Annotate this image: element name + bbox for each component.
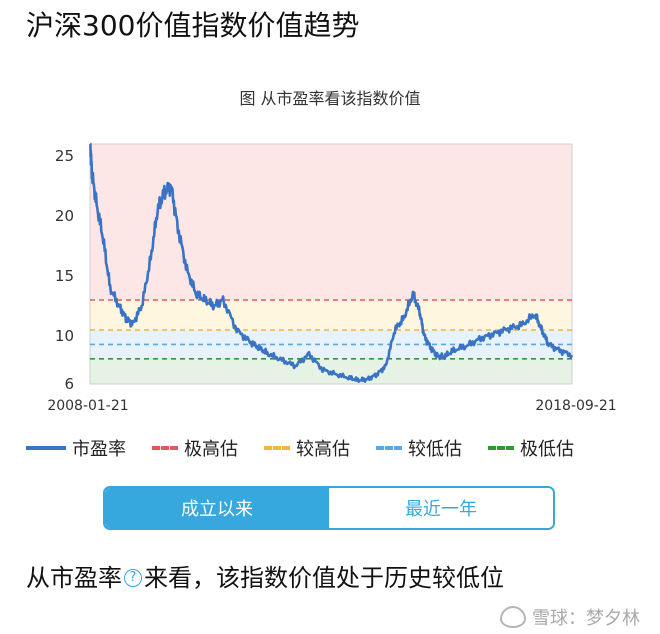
- legend-swatch: [488, 446, 514, 450]
- y-tick-label: 25: [55, 147, 74, 165]
- legend-label: 极高估: [184, 439, 238, 460]
- legend-label: 较低估: [408, 439, 462, 460]
- chart-legend: 市盈率 极高估 较高估 较低估 极低估: [26, 433, 600, 463]
- conclusion-prefix: 从市盈率: [26, 564, 122, 592]
- valuation-zone-0: [90, 144, 572, 300]
- legend-item: 较高估: [264, 435, 350, 461]
- valuation-zone-1: [90, 300, 572, 330]
- y-tick-label: 6: [64, 375, 74, 393]
- legend-item: 极高估: [152, 435, 238, 461]
- xueqiu-logo-icon: [500, 606, 526, 628]
- x-start-label: 2008-01-21: [47, 398, 128, 414]
- watermark: 雪球：梦夕林: [500, 604, 640, 630]
- legend-label: 极低估: [520, 439, 574, 460]
- watermark-text: 雪球：梦夕林: [532, 608, 640, 629]
- y-tick-label: 10: [55, 327, 74, 345]
- time-range-toggle: 成立以来 最近一年: [103, 486, 555, 530]
- legend-swatch: [376, 446, 402, 450]
- legend-item: 较低估: [376, 435, 462, 461]
- legend-label: 较高估: [296, 439, 350, 460]
- toggle-since-inception[interactable]: 成立以来: [105, 488, 329, 528]
- legend-label: 市盈率: [72, 439, 126, 460]
- pe-trend-chart: 25 20 15 10 6 2008-01-21 2018-09-21: [47, 142, 617, 414]
- y-tick-label: 20: [55, 207, 74, 225]
- legend-swatch: [26, 446, 66, 450]
- legend-item: 极低估: [488, 435, 574, 461]
- chart-title: 图 从市盈率看该指数价值: [239, 89, 421, 108]
- conclusion-text: 从市盈率 ? 来看，该指数价值处于历史较低位: [26, 560, 504, 596]
- legend-swatch: [152, 446, 178, 450]
- page-title: 沪深300价值指数价值趋势: [26, 9, 360, 42]
- series-line-pe: [89, 142, 574, 383]
- y-tick-label: 15: [55, 267, 74, 285]
- x-end-label: 2018-09-21: [535, 398, 616, 414]
- legend-swatch: [264, 446, 290, 450]
- conclusion-suffix: 来看，该指数价值处于历史较低位: [144, 564, 504, 592]
- plot-frame: [89, 143, 573, 385]
- help-icon[interactable]: ?: [124, 569, 142, 587]
- toggle-last-year[interactable]: 最近一年: [329, 488, 553, 528]
- legend-item: 市盈率: [26, 435, 126, 461]
